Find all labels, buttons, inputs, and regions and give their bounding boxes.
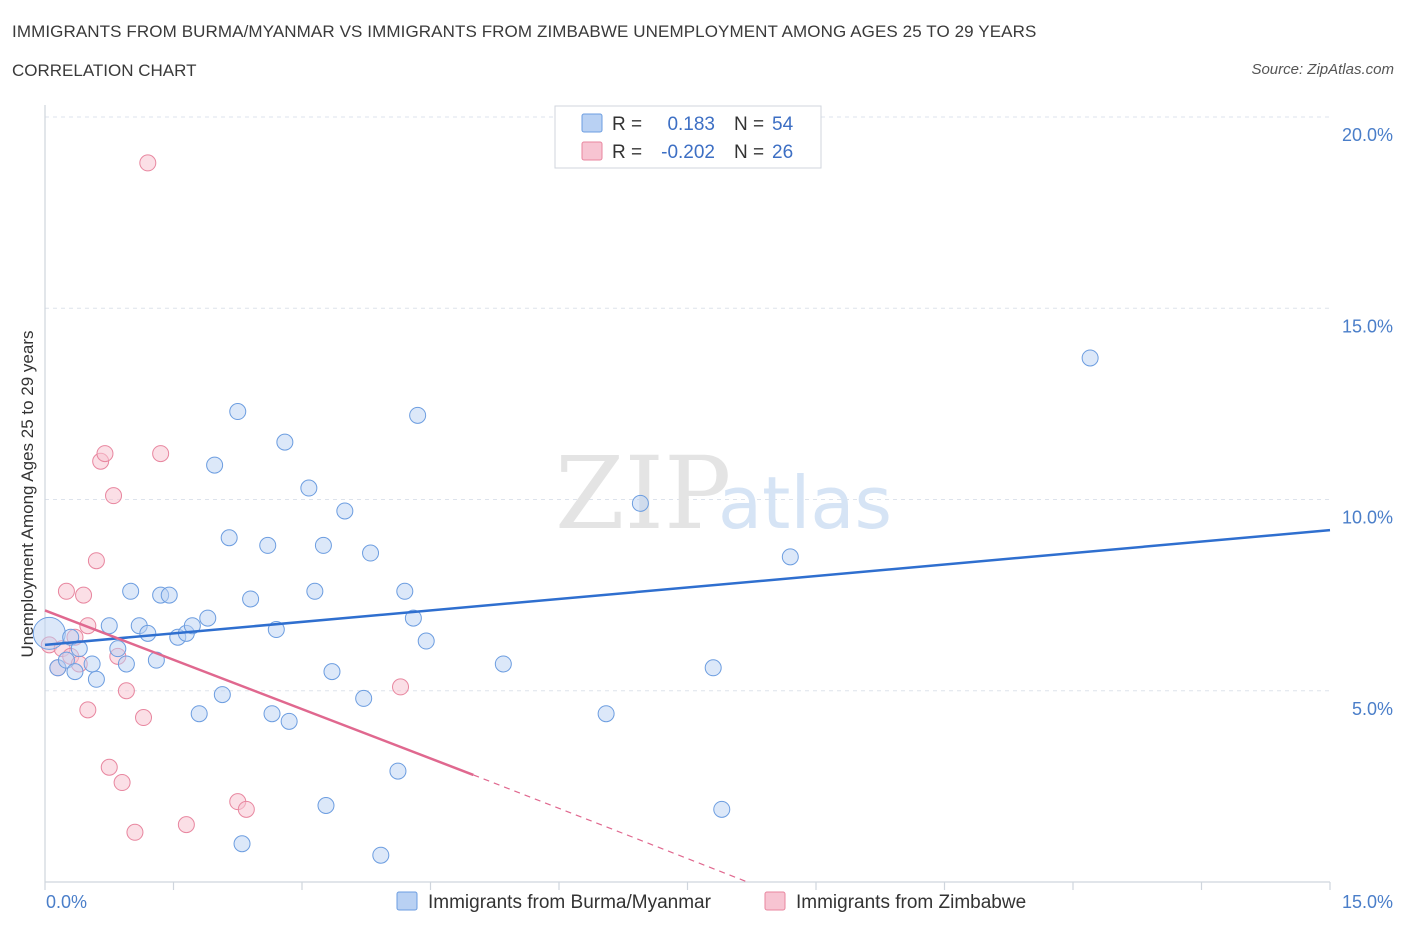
y-tick-label-2: 15.0% bbox=[1342, 316, 1393, 336]
burma-point bbox=[597, 705, 615, 723]
series-zimbabwe-points bbox=[40, 154, 410, 841]
y-tick-label-0: 5.0% bbox=[1352, 699, 1393, 719]
burma-point bbox=[404, 609, 422, 627]
burma-point bbox=[323, 663, 341, 681]
burma-point bbox=[263, 705, 281, 723]
watermark: ZIP atlas bbox=[555, 435, 892, 552]
burma-point bbox=[190, 705, 208, 723]
chart-subtitle: CORRELATION CHART bbox=[12, 61, 197, 80]
zimbabwe-point bbox=[113, 774, 131, 792]
y-tick-label-3: 20.0% bbox=[1342, 125, 1393, 145]
burma-point bbox=[100, 617, 118, 635]
zimbabwe-point bbox=[105, 487, 123, 505]
x-tick-labels: 0.0% 15.0% bbox=[46, 892, 1393, 912]
burma-point bbox=[276, 433, 294, 451]
y-tick-label-1: 10.0% bbox=[1342, 508, 1393, 528]
burma-point bbox=[183, 617, 201, 635]
legend-r-label-zimbabwe: R = bbox=[612, 142, 642, 163]
bottom-legend-label-zimbabwe[interactable]: Immigrants from Zimbabwe bbox=[796, 892, 1026, 913]
zimbabwe-point bbox=[237, 800, 255, 818]
burma-point bbox=[220, 529, 238, 547]
chart-title: IMMIGRANTS FROM BURMA/MYANMAR VS IMMIGRA… bbox=[12, 22, 1037, 41]
burma-point bbox=[704, 659, 722, 677]
burma-point bbox=[300, 479, 318, 497]
burma-point bbox=[83, 655, 101, 673]
burma-point bbox=[396, 582, 414, 600]
burma-point bbox=[781, 548, 799, 566]
legend-n-value-zimbabwe: 26 bbox=[772, 142, 793, 163]
source-credit: Source: ZipAtlas.com bbox=[1251, 61, 1394, 78]
burma-point bbox=[389, 762, 407, 780]
correlation-legend: R = 0.183 N = 54 R = -0.202 N = 26 bbox=[554, 105, 822, 169]
burma-point bbox=[213, 686, 231, 704]
burma-point bbox=[713, 800, 731, 818]
burma-point bbox=[117, 655, 135, 673]
legend-swatch-zimbabwe bbox=[581, 141, 603, 161]
burma-point bbox=[409, 406, 427, 424]
legend-n-value-burma: 54 bbox=[772, 114, 794, 135]
zimbabwe-point bbox=[392, 678, 410, 696]
burma-point bbox=[233, 835, 251, 853]
y-tick-labels: 5.0% 10.0% 15.0% 20.0% bbox=[1342, 125, 1393, 719]
y-axis-label: Unemployment Among Ages 25 to 29 years bbox=[18, 331, 37, 658]
zimbabwe-point bbox=[117, 682, 135, 700]
zimbabwe-point bbox=[57, 582, 75, 600]
burma-point bbox=[362, 544, 380, 562]
legend-r-value-zimbabwe: -0.202 bbox=[661, 142, 715, 163]
zimbabwe-point bbox=[177, 816, 195, 834]
burma-point bbox=[87, 670, 105, 688]
trend-line-zimbabwe-extension bbox=[473, 774, 748, 883]
burma-point bbox=[160, 586, 178, 604]
burma-point bbox=[317, 797, 335, 814]
legend-r-value-burma: 0.183 bbox=[667, 114, 715, 135]
burma-point bbox=[122, 582, 140, 600]
legend-n-label-zimbabwe: N = bbox=[734, 142, 764, 163]
burma-point bbox=[417, 632, 435, 650]
zimbabwe-point bbox=[100, 758, 118, 776]
burma-point bbox=[280, 712, 298, 730]
burma-point bbox=[306, 582, 324, 600]
zimbabwe-point bbox=[135, 709, 153, 727]
burma-point bbox=[242, 590, 260, 608]
burma-point bbox=[206, 456, 224, 474]
x-tick-label-0: 0.0% bbox=[46, 892, 87, 912]
legend-n-label-burma: N = bbox=[734, 114, 764, 135]
trend-line-burma bbox=[44, 528, 1331, 647]
burma-point bbox=[66, 663, 84, 681]
legend-swatch-burma bbox=[581, 113, 603, 133]
watermark-zip: ZIP bbox=[555, 435, 731, 552]
bottom-legend-swatch-zimbabwe[interactable] bbox=[764, 891, 786, 911]
burma-point bbox=[1081, 349, 1099, 367]
burma-point bbox=[355, 689, 373, 707]
burma-point bbox=[259, 536, 277, 554]
series-legend[interactable]: Immigrants from Burma/Myanmar Immigrants… bbox=[396, 891, 1026, 913]
zimbabwe-point bbox=[152, 445, 170, 463]
trend-lines bbox=[44, 528, 1331, 883]
burma-point bbox=[372, 846, 390, 864]
burma-point bbox=[199, 609, 217, 627]
series-burma-points bbox=[32, 349, 1099, 864]
watermark-atlas: atlas bbox=[718, 461, 892, 545]
trend-line-zimbabwe bbox=[44, 609, 474, 777]
burma-point bbox=[57, 651, 75, 669]
zimbabwe-point bbox=[126, 823, 144, 841]
x-tick-label-1: 15.0% bbox=[1342, 892, 1393, 912]
bottom-legend-label-burma[interactable]: Immigrants from Burma/Myanmar bbox=[428, 892, 712, 913]
burma-point bbox=[336, 502, 354, 520]
burma-point bbox=[631, 494, 649, 512]
zimbabwe-point bbox=[79, 701, 97, 719]
bottom-legend-swatch-burma[interactable] bbox=[396, 891, 418, 911]
legend-r-label-burma: R = bbox=[612, 114, 642, 135]
axes bbox=[44, 105, 1331, 890]
zimbabwe-point bbox=[75, 586, 93, 604]
burma-point bbox=[314, 536, 332, 554]
burma-point bbox=[109, 640, 127, 658]
burma-point bbox=[139, 624, 157, 642]
zimbabwe-point bbox=[139, 154, 157, 172]
zimbabwe-point bbox=[87, 552, 105, 570]
burma-point bbox=[229, 403, 247, 421]
zimbabwe-point bbox=[96, 445, 114, 463]
burma-point bbox=[494, 655, 512, 673]
